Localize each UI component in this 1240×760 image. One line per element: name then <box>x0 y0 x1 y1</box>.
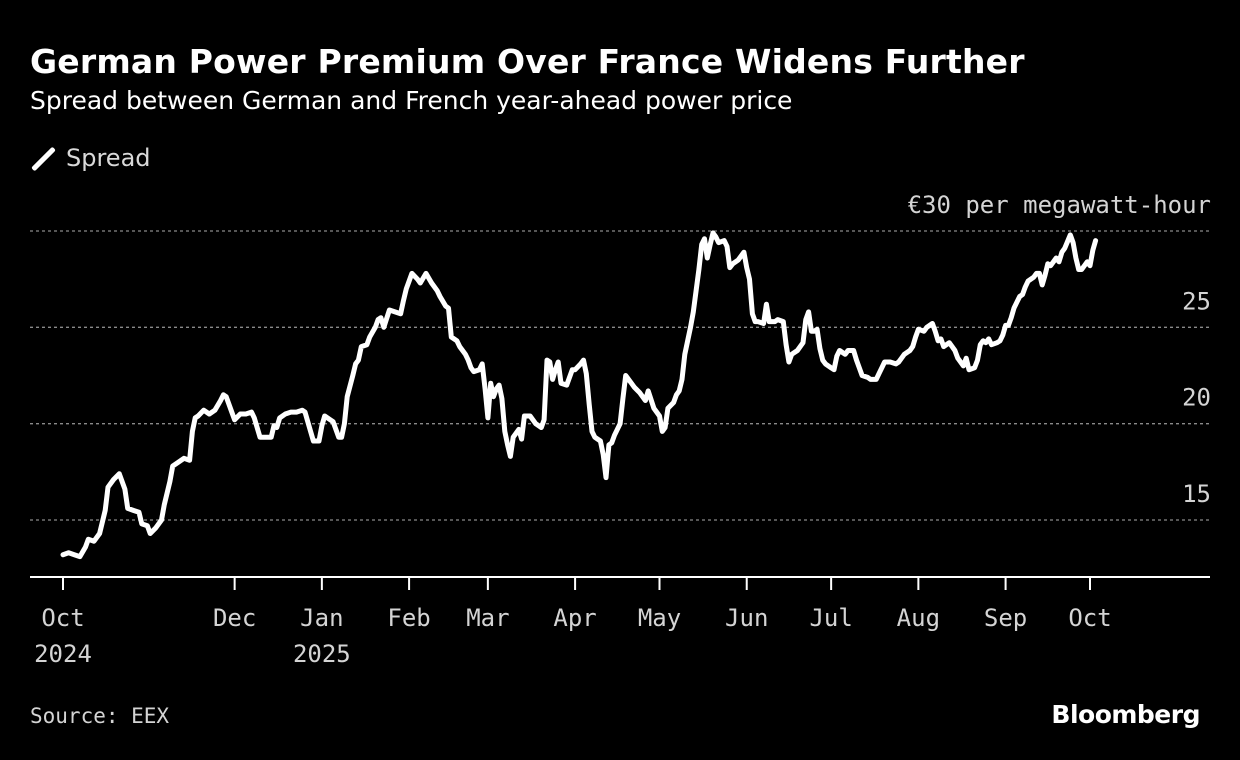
chart-subtitle: Spread between German and French year-ah… <box>30 86 793 115</box>
x-tick-label-jul-8: Jul <box>809 604 852 632</box>
x-tick-label-oct-11: Oct <box>1068 604 1111 632</box>
y-tick-label-20: 20 <box>1182 384 1211 412</box>
x-tick-label-mar-4: Mar <box>466 604 509 632</box>
x-tick-year-2024: 2024 <box>34 640 92 668</box>
x-tick-year-2025: 2025 <box>293 640 351 668</box>
x-tick-label-apr-5: Apr <box>553 604 596 632</box>
legend: Spread <box>30 142 151 174</box>
x-tick-label-aug-9: Aug <box>897 604 940 632</box>
x-tick-label-sep-10: Sep <box>984 604 1027 632</box>
y-tick-label-30: €30 per megawatt-hour <box>908 191 1211 219</box>
x-tick-label-jan-2: Jan <box>300 604 343 632</box>
x-tick-label-feb-3: Feb <box>387 604 430 632</box>
x-tick-label-may-6: May <box>638 604 681 632</box>
legend-label-spread: Spread <box>66 144 151 172</box>
x-axis-labels: Oct 2024 Dec Jan 2025 Feb Mar Apr May Jun Jul Aug Se… <box>34 604 1112 668</box>
series-layer <box>60 230 1099 560</box>
source-note: Source: EEX <box>30 704 170 728</box>
x-tick-label-oct-0: Oct <box>41 604 84 632</box>
y-tick-label-25: 25 <box>1182 287 1211 315</box>
chart-title: German Power Premium Over France Widens … <box>30 42 1025 81</box>
x-axis <box>30 576 1210 590</box>
series-line-spread <box>60 230 1099 560</box>
x-tick-label-jun-7: Jun <box>725 604 768 632</box>
y-tick-label-15: 15 <box>1182 480 1211 508</box>
bloomberg-logo: Bloomberg <box>1051 700 1200 729</box>
y-axis-labels: €30 per megawatt-hour 25 20 15 <box>908 191 1211 508</box>
x-tick-label-dec-1: Dec <box>213 604 256 632</box>
